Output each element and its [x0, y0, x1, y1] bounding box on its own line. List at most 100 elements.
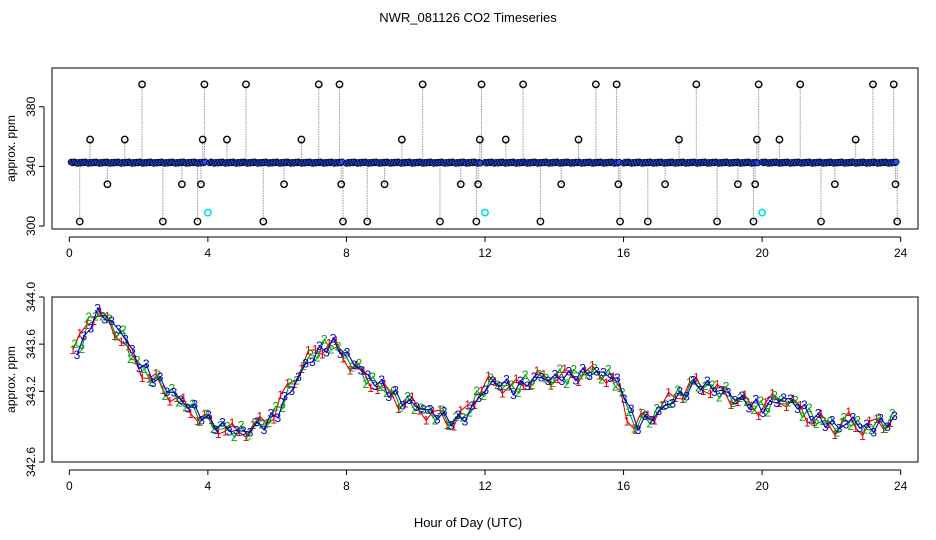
- series-marker: 3: [884, 420, 891, 434]
- x-tick-label: 8: [343, 479, 350, 493]
- series-marker: 1: [187, 407, 194, 421]
- series-marker: 3: [448, 418, 455, 432]
- series-marker: 1: [755, 409, 762, 423]
- series-marker: 3: [385, 390, 392, 404]
- series-marker: 2: [390, 384, 397, 398]
- series-marker: 3: [462, 415, 469, 429]
- series-marker: 3: [753, 393, 760, 407]
- series-marker: 2: [633, 423, 640, 437]
- series-marker: 2: [466, 405, 473, 419]
- series-marker: 2: [182, 400, 189, 414]
- spike-point: [200, 80, 209, 89]
- series-marker: 1: [624, 414, 631, 428]
- spike-point: [339, 217, 347, 226]
- series-marker: 3: [351, 358, 358, 372]
- series-marker: 3: [579, 361, 586, 375]
- series-marker: 3: [725, 386, 732, 400]
- series-marker: 3: [268, 407, 275, 421]
- series-marker: 2: [397, 401, 404, 415]
- series-marker: 2: [806, 401, 813, 415]
- series-marker: 2: [189, 397, 196, 411]
- y-tick-label: 343.6: [24, 329, 38, 359]
- series-marker: 2: [861, 422, 868, 436]
- series-marker: 2: [792, 393, 799, 407]
- series-marker: 2: [688, 374, 695, 388]
- series-marker: 2: [716, 391, 723, 405]
- series-marker: 1: [534, 364, 541, 378]
- baseline-point: [892, 158, 900, 166]
- spike-point: [337, 180, 346, 189]
- series-marker: 1: [561, 362, 568, 376]
- series-marker: 2: [771, 389, 778, 403]
- series-marker: 2: [134, 353, 141, 367]
- series-marker: 2: [120, 323, 127, 337]
- spike-point: [692, 80, 701, 89]
- spike-point: [536, 217, 545, 226]
- series-marker: 1: [326, 337, 333, 351]
- y-tick-label: 343.2: [24, 376, 38, 406]
- series-marker: 2: [127, 352, 134, 366]
- series-marker: 3: [572, 374, 579, 388]
- series-marker: 2: [875, 411, 882, 425]
- series-marker: 3: [344, 345, 351, 359]
- series-marker: 1: [845, 405, 852, 419]
- series-marker: 1: [464, 398, 471, 412]
- x-axis-label: Hour of Day (UTC): [414, 515, 522, 530]
- series-marker: 3: [365, 368, 372, 382]
- series-marker: 3: [295, 370, 302, 384]
- series-marker: 3: [794, 402, 801, 416]
- series-marker: 3: [856, 421, 863, 435]
- spike-point: [177, 180, 186, 189]
- series-marker: 2: [272, 399, 279, 413]
- series-marker: 2: [238, 418, 245, 432]
- series-marker: 2: [217, 419, 224, 433]
- series-marker: 3: [559, 374, 566, 388]
- series-marker: 2: [778, 393, 785, 407]
- series-marker: 1: [852, 421, 859, 435]
- x-tick-label: 0: [66, 246, 73, 260]
- series-marker: 1: [859, 429, 866, 443]
- spike-point: [397, 135, 406, 144]
- series-marker: 3: [358, 363, 365, 377]
- series-marker: 1: [347, 363, 354, 377]
- series-marker: 2: [459, 411, 466, 425]
- series-marker: 2: [647, 417, 654, 431]
- series-marker: 2: [418, 401, 425, 415]
- series-marker: 1: [139, 371, 146, 385]
- series-marker: 2: [820, 414, 827, 428]
- series-marker: 1: [880, 422, 887, 436]
- spike-point: [869, 80, 877, 89]
- series-marker: 1: [381, 377, 388, 391]
- y-tick-label: 344.0: [24, 282, 38, 312]
- series-marker: 1: [575, 375, 582, 389]
- series-marker: 2: [612, 379, 619, 393]
- series-marker: 3: [281, 390, 288, 404]
- series-marker: 3: [378, 373, 385, 387]
- spike-point: [335, 80, 344, 89]
- series-marker: 3: [607, 371, 614, 385]
- series-marker: 3: [74, 348, 81, 362]
- series-marker: 2: [155, 368, 162, 382]
- figure-title: NWR_081126 CO2 Timeseries: [379, 10, 557, 25]
- y-tick-label: 342.6: [24, 447, 38, 477]
- series-marker: 1: [166, 395, 173, 409]
- series-marker: 1: [284, 377, 291, 391]
- spike-point: [501, 135, 510, 144]
- series-marker: 3: [676, 385, 683, 399]
- series-marker: 1: [728, 398, 735, 412]
- series-marker: 1: [644, 408, 651, 422]
- series-marker: 3: [288, 384, 295, 398]
- series-marker: 3: [372, 379, 379, 393]
- series-marker: 2: [723, 380, 730, 394]
- spike-point: [612, 80, 621, 89]
- spike-point: [436, 217, 444, 226]
- series-marker: 1: [312, 343, 319, 357]
- series-marker: 2: [737, 391, 744, 405]
- series-marker: 2: [286, 376, 293, 390]
- spike-point: [259, 217, 268, 226]
- series-marker: 3: [829, 413, 836, 427]
- series-marker: 1: [735, 395, 742, 409]
- series-marker: 3: [759, 406, 766, 420]
- series-marker: 1: [873, 412, 880, 426]
- series-marker: 3: [628, 402, 635, 416]
